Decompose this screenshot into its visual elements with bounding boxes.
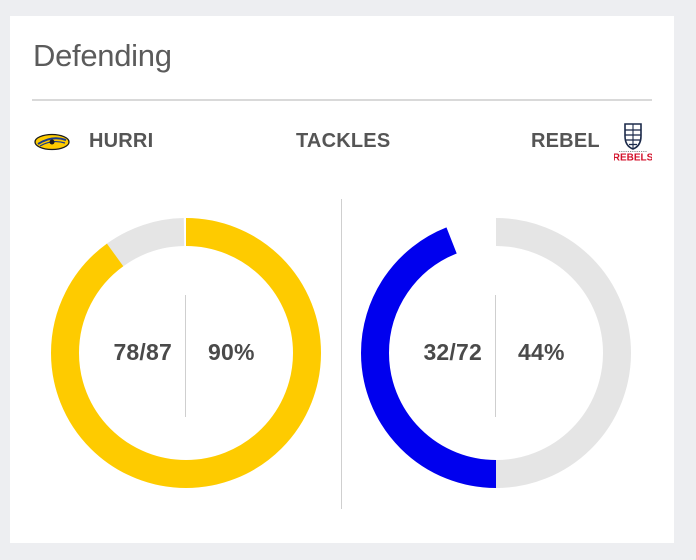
defending-card: Defending HURRI TACKLES REBEL REBELS 78/… <box>10 16 674 543</box>
team-separator <box>341 199 342 509</box>
home-team-name: HURRI <box>89 130 154 152</box>
away-team-name: REBEL <box>531 130 600 152</box>
away-tackles-percent: 44% <box>518 339 565 365</box>
title-divider <box>32 99 652 101</box>
home-donut-value-arc <box>51 218 321 488</box>
home-tackles-percent: 90% <box>208 339 255 365</box>
home-tackles-donut: 78/87 90% <box>50 217 322 489</box>
rebels-logo-icon: REBELS <box>613 122 654 164</box>
away-tackles-donut: 32/72 44% <box>360 217 632 489</box>
stat-title: TACKLES <box>296 130 391 152</box>
home-donut-divider <box>185 295 186 417</box>
home-tackles-ratio: 78/87 <box>113 339 172 365</box>
away-donut-divider <box>495 295 496 417</box>
away-donut-value-arc <box>361 218 631 488</box>
away-tackles-ratio: 32/72 <box>423 339 482 365</box>
rebels-logo-wordmark: REBELS <box>614 153 652 163</box>
section-title: Defending <box>33 38 172 73</box>
hurricanes-logo-icon <box>34 133 70 151</box>
